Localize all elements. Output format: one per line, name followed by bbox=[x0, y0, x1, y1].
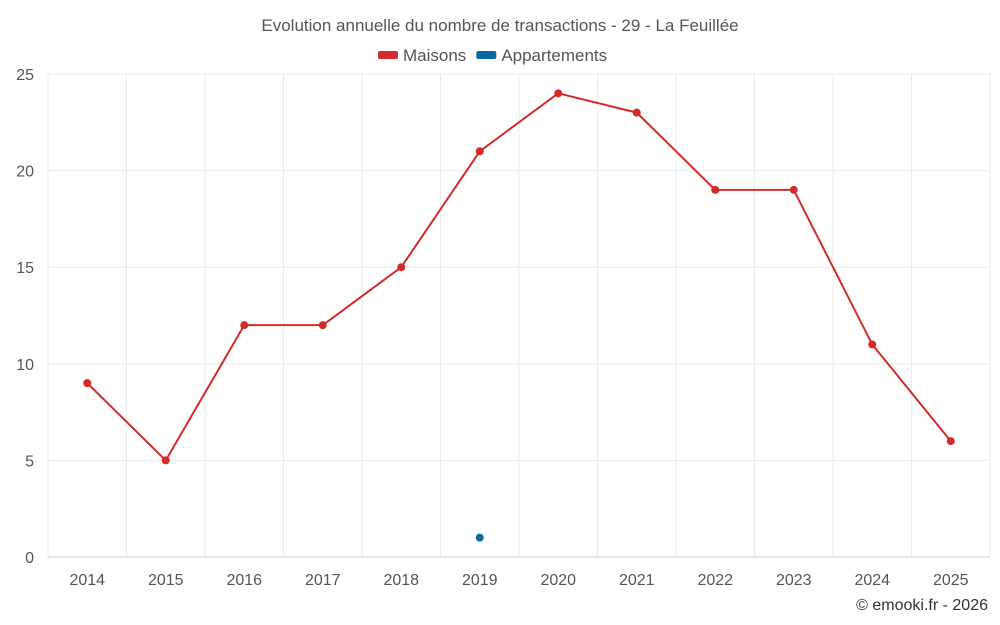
chart-title: Evolution annuelle du nombre de transact… bbox=[261, 16, 738, 35]
data-point-maisons bbox=[397, 263, 406, 272]
data-point-maisons bbox=[475, 147, 484, 156]
x-tick-label: 2022 bbox=[697, 572, 733, 589]
data-point-appartements bbox=[475, 533, 484, 542]
legend-label-maisons: Maisons bbox=[403, 46, 466, 65]
x-tick-label: 2025 bbox=[933, 572, 969, 589]
x-axis-ticks: 2014 2015 2016 2017 2018 2019 2020 2021 2022 2023… bbox=[69, 572, 968, 589]
y-tick-label: 5 bbox=[25, 453, 34, 470]
y-tick-label: 10 bbox=[16, 357, 34, 374]
data-point-maisons bbox=[318, 321, 327, 330]
legend-swatch-maisons bbox=[378, 51, 398, 59]
x-tick-label: 2018 bbox=[383, 572, 419, 589]
data-point-maisons bbox=[789, 185, 798, 194]
data-point-maisons bbox=[83, 379, 92, 388]
data-point-maisons bbox=[946, 437, 955, 446]
x-tick-label: 2024 bbox=[854, 572, 890, 589]
series-appartements bbox=[475, 533, 484, 542]
data-point-maisons bbox=[868, 340, 877, 349]
legend-item-appartements: Appartements bbox=[476, 46, 607, 65]
x-tick-label: 2014 bbox=[69, 572, 105, 589]
data-point-maisons bbox=[554, 89, 563, 98]
y-tick-label: 0 bbox=[25, 550, 34, 567]
data-point-maisons bbox=[240, 321, 249, 330]
x-tick-label: 2021 bbox=[619, 572, 655, 589]
data-point-maisons bbox=[632, 108, 641, 117]
legend: Maisons Appartements bbox=[378, 46, 607, 65]
y-tick-label: 20 bbox=[16, 164, 34, 181]
x-tick-label: 2019 bbox=[462, 572, 498, 589]
x-tick-label: 2017 bbox=[305, 572, 341, 589]
series-layer bbox=[83, 89, 955, 542]
x-tick-label: 2023 bbox=[776, 572, 812, 589]
y-tick-label: 15 bbox=[16, 260, 34, 277]
data-point-maisons bbox=[161, 456, 170, 465]
credit-text: © emooki.fr - 2026 bbox=[856, 597, 988, 614]
series-line-maisons bbox=[86, 92, 952, 462]
y-tick-label: 25 bbox=[16, 67, 34, 84]
x-tick-label: 2015 bbox=[148, 572, 184, 589]
legend-swatch-appartements bbox=[476, 51, 497, 59]
x-tick-label: 2020 bbox=[540, 572, 576, 589]
data-point-maisons bbox=[711, 185, 720, 194]
x-tick-label: 2016 bbox=[226, 572, 262, 589]
y-axis-ticks: 0 5 10 15 20 25 bbox=[16, 67, 34, 567]
legend-label-appartements: Appartements bbox=[501, 46, 607, 65]
legend-item-maisons: Maisons bbox=[378, 46, 466, 65]
series-maisons bbox=[83, 89, 955, 465]
grid bbox=[47, 73, 991, 558]
